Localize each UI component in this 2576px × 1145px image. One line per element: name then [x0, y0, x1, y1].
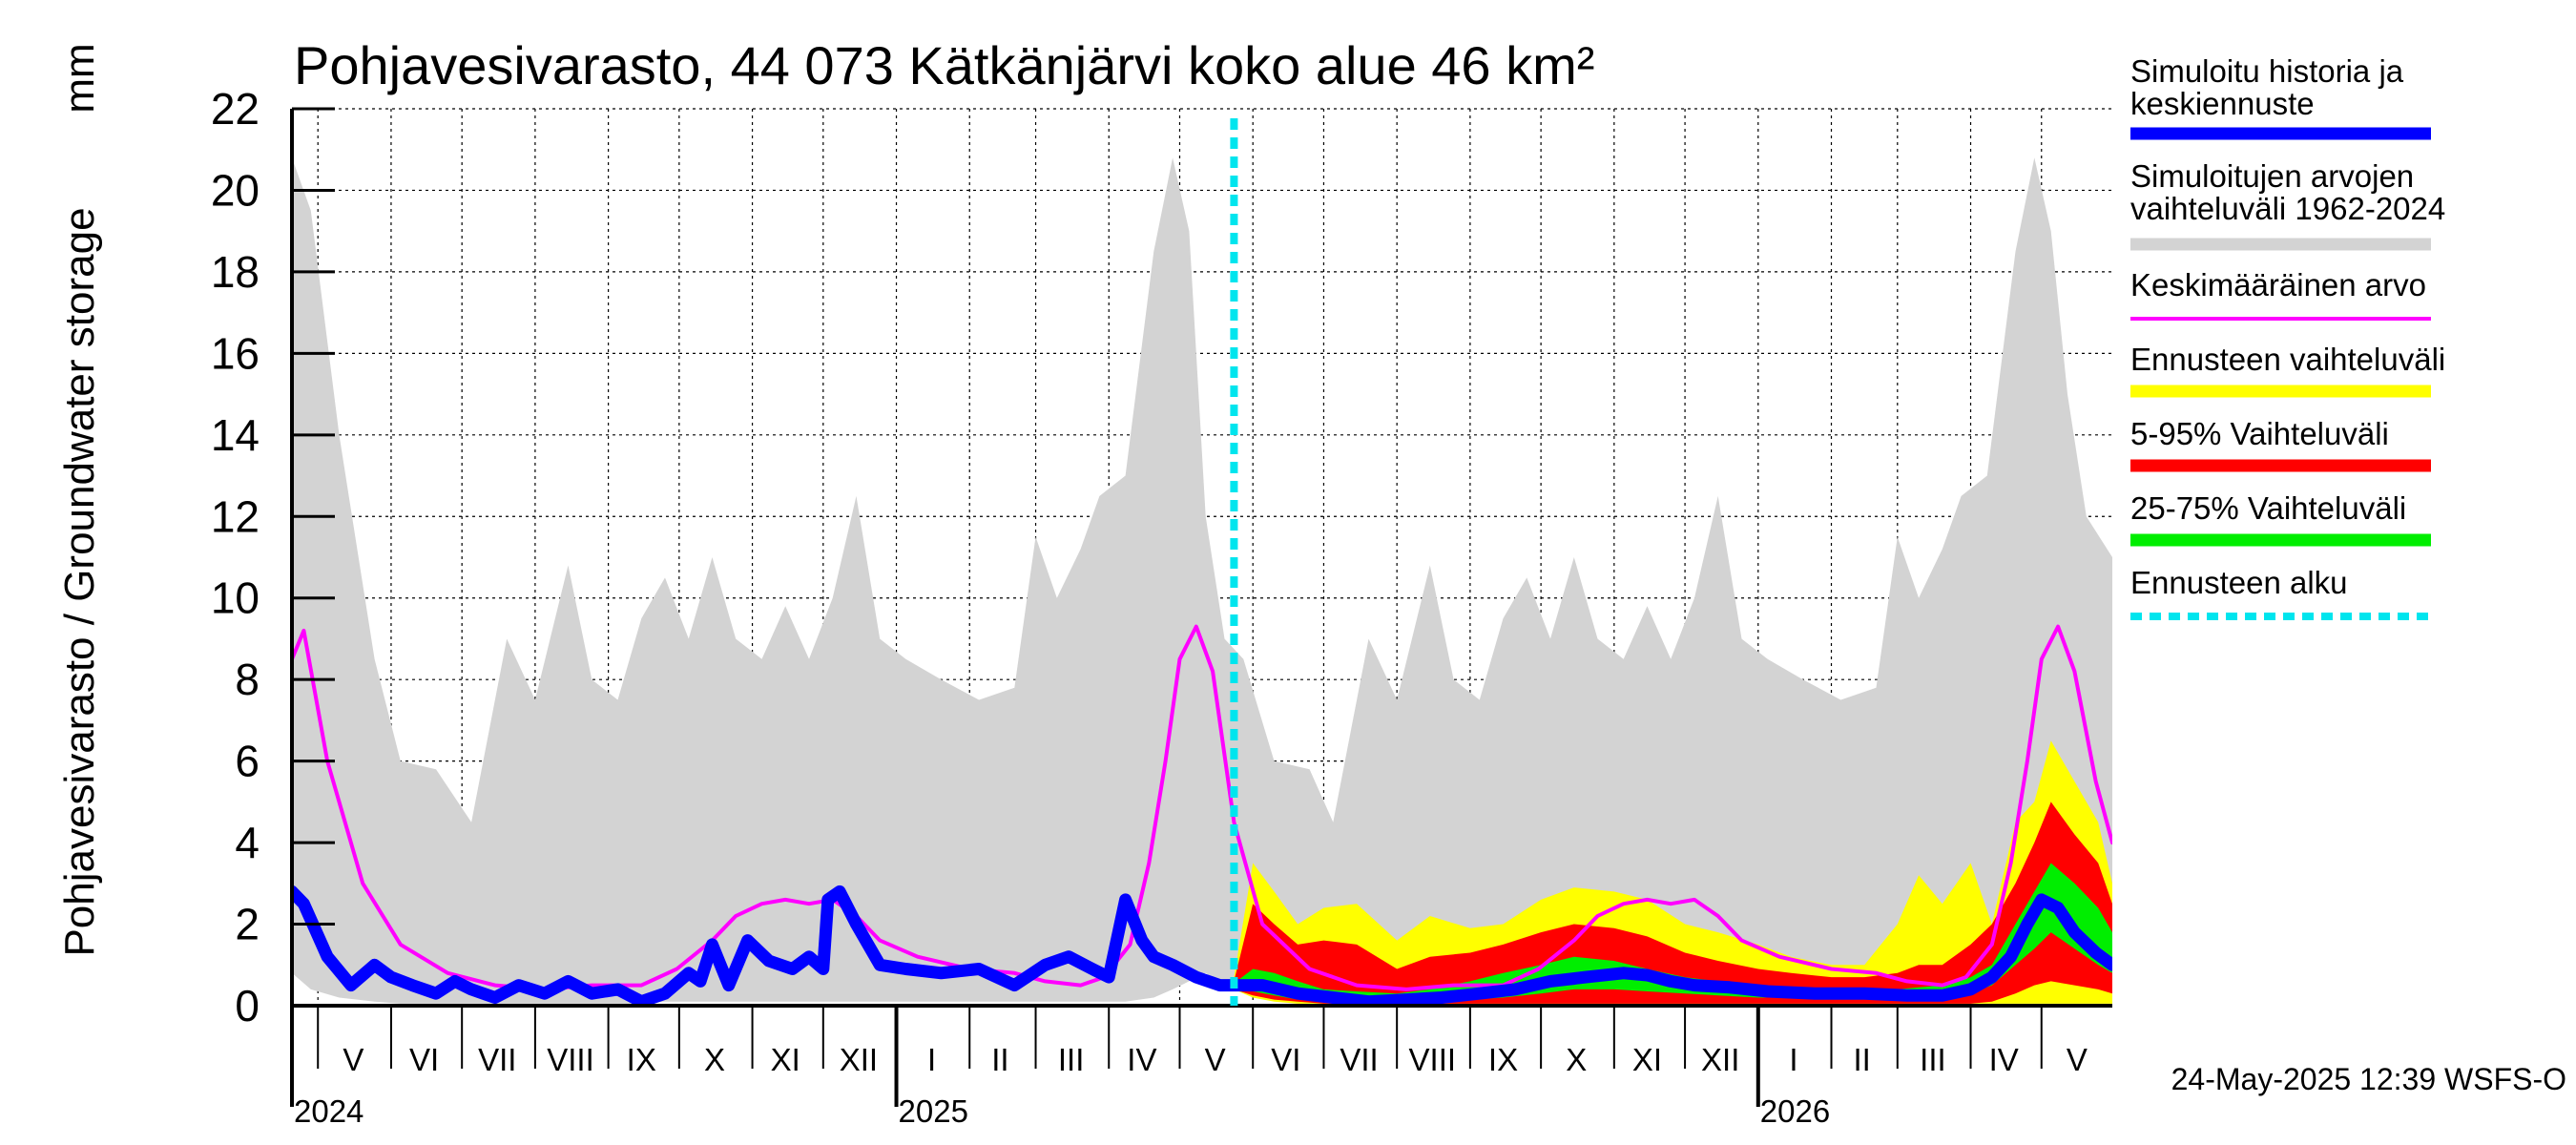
x-month-label: I — [1789, 1042, 1797, 1077]
legend-label: Ennusteen alku — [2130, 565, 2348, 600]
x-month-label: VI — [409, 1042, 439, 1077]
legend-label: Ennusteen vaihteluväli — [2130, 342, 2445, 377]
legend-label-line: Simuloitujen arvojen — [2130, 158, 2414, 194]
y-tick-label: 8 — [235, 655, 260, 704]
legend-label: Keskimääräinen arvo — [2130, 267, 2426, 302]
x-month-label: II — [1854, 1042, 1871, 1077]
legend-label: 25-75% Vaihteluväli — [2130, 490, 2406, 526]
x-year-label: 2024 — [294, 1093, 364, 1129]
legend-label-line: Simuloitu historia ja — [2130, 53, 2404, 89]
y-tick-label: 16 — [211, 328, 260, 378]
x-month-label: VII — [1340, 1042, 1378, 1077]
y-tick-label: 20 — [211, 165, 260, 215]
y-tick-label: 18 — [211, 247, 260, 297]
legend-label: Simuloitujen arvojen vaihteluväli 1962-20… — [2130, 158, 2445, 226]
mean-value-line — [292, 624, 2112, 991]
band-ffff00 — [1234, 740, 2112, 1004]
x-month-label: III — [1058, 1042, 1085, 1077]
x-month-label: V — [2067, 1042, 2088, 1077]
x-year-label: 2026 — [1760, 1093, 1830, 1129]
x-month-label: XII — [1701, 1042, 1739, 1077]
x-month-label: V — [1205, 1042, 1226, 1077]
legend-label: Simuloitu historia ja keskiennuste — [2130, 53, 2404, 121]
x-month-label: XI — [1632, 1042, 1662, 1077]
range-bands — [292, 157, 2112, 1004]
x-month-label: V — [343, 1042, 364, 1077]
y-tick-label: 14 — [211, 410, 260, 460]
x-month-label: VIII — [1409, 1042, 1457, 1077]
x-month-label: VII — [478, 1042, 516, 1077]
x-month-label: VIII — [547, 1042, 594, 1077]
x-month-label: XI — [771, 1042, 800, 1077]
legend-label: 5-95% Vaihteluväli — [2130, 416, 2389, 451]
x-year-label: 2025 — [899, 1093, 968, 1129]
y-axis-label: Pohjavesivarasto / Groundwater storage — [56, 207, 103, 956]
y-tick-labels: 0 2 4 6 8 10 12 14 16 18 20 22 — [211, 84, 260, 1030]
x-month-label: X — [704, 1042, 725, 1077]
y-tick-label: 0 — [235, 981, 260, 1030]
axes — [290, 107, 2112, 1107]
series-lines — [292, 624, 2112, 1006]
x-month-label: IX — [1488, 1042, 1518, 1077]
x-month-label: II — [991, 1042, 1008, 1077]
x-month-label: IV — [1989, 1042, 2019, 1077]
x-month-label: IV — [1127, 1042, 1156, 1077]
x-month-labels: V VI VII VIII IX X XI XII I II III IV V VI VII VIII IX X X… — [294, 1042, 2088, 1129]
x-month-label: X — [1566, 1042, 1587, 1077]
x-month-label: VI — [1271, 1042, 1300, 1077]
x-month-label: I — [927, 1042, 936, 1077]
y-tick-label: 6 — [235, 737, 260, 786]
y-tick-label: 22 — [211, 84, 260, 134]
chart-title: Pohjavesivarasto, 44 073 Kätkänjärvi kok… — [294, 35, 1594, 95]
y-tick-label: 2 — [235, 900, 260, 949]
y-tick-label: 12 — [211, 491, 260, 541]
x-month-label: XII — [840, 1042, 878, 1077]
simulated-history-line — [292, 885, 2112, 1006]
legend-label-line: vaihteluväli 1962-2024 — [2130, 191, 2445, 226]
x-month-label: IX — [627, 1042, 656, 1077]
legend: Simuloitu historia ja keskiennusteSimuloi… — [2130, 53, 2445, 620]
legend-label-line: keskiennuste — [2130, 86, 2315, 121]
x-month-label: III — [1920, 1042, 1946, 1077]
y-tick-label: 10 — [211, 573, 260, 623]
y-axis-unit: mm — [56, 43, 103, 113]
timestamp-footer: 24-May-2025 12:39 WSFS-O — [2171, 1062, 2566, 1096]
band-d3d3d3 — [292, 157, 2112, 1004]
y-tick-label: 4 — [235, 818, 260, 867]
band-ff0000 — [1234, 802, 2112, 1004]
